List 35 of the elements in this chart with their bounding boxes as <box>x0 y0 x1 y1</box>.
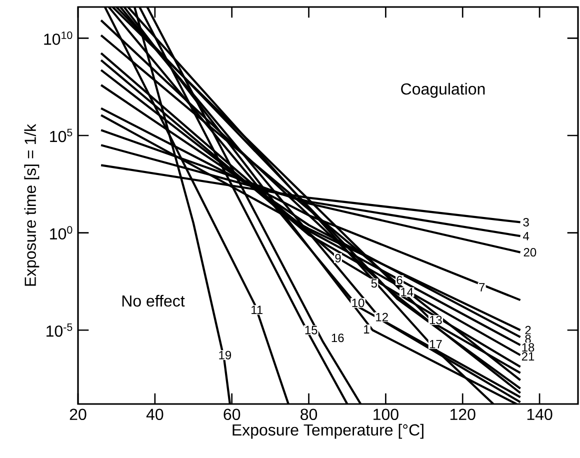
annotation: 9 <box>335 254 341 262</box>
x-tick-label: 60 <box>224 408 240 420</box>
annotation: 17 <box>430 340 442 348</box>
annotation: 2 <box>525 326 531 334</box>
x-tick-label: 100 <box>374 408 398 420</box>
x-tick-label: 20 <box>70 408 86 420</box>
y-axis-title: Exposure time [s] = 1/k <box>24 124 40 286</box>
annotation: 11 <box>252 306 262 314</box>
y-tick-label: 10$^{10}$ <box>44 31 72 45</box>
annotation: No effect <box>122 294 185 307</box>
annotation: 7 <box>479 283 485 292</box>
annotation: 12 <box>376 312 388 322</box>
x-tick-label: 80 <box>300 408 318 420</box>
x-tick-label: 40 <box>146 408 164 420</box>
x-tick-label: 140 <box>527 408 552 420</box>
annotation: 10 <box>352 298 364 308</box>
y-tick-label: 10$^{-5}$ <box>46 323 72 337</box>
annotation: 20 <box>524 248 536 257</box>
annotation: 1 <box>364 325 370 334</box>
annotation: 3 <box>523 218 529 226</box>
annotation: 21 <box>522 352 534 361</box>
annotation: 15 <box>305 326 318 334</box>
y-tick-label: 10$^{5}$ <box>50 128 72 142</box>
annotation: 4 <box>523 232 530 240</box>
x-axis-title: Exposure Temperature [°C] <box>232 424 424 439</box>
annotation: 6 <box>396 276 402 284</box>
annotation: 14 <box>401 288 414 296</box>
annotation: Coagulation <box>401 82 485 98</box>
y-tick-label: 10$^{0}$ <box>50 226 72 240</box>
annotation: 13 <box>430 316 442 324</box>
annotation: 19 <box>219 350 232 360</box>
annotation: 5 <box>371 279 377 288</box>
annotation: 16 <box>332 334 344 342</box>
annotation: 18 <box>522 343 534 352</box>
x-tick-label: 120 <box>450 408 476 420</box>
